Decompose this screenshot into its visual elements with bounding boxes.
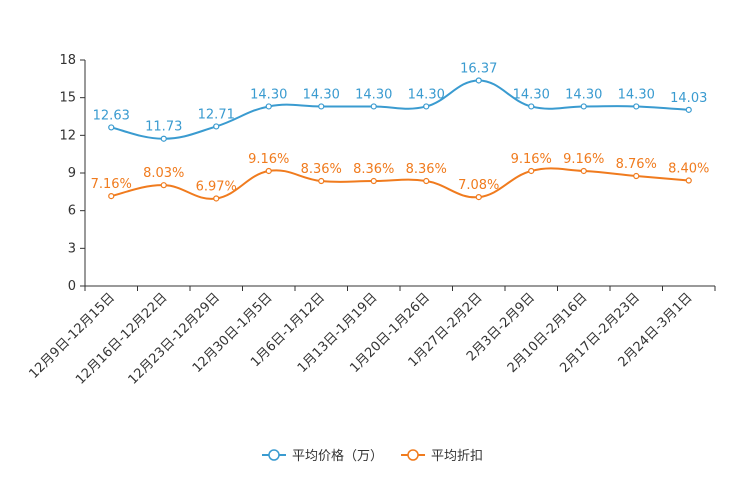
data-label: 7.08%: [458, 178, 499, 193]
data-label: 14.30: [408, 87, 445, 102]
data-label: 16.37: [460, 61, 497, 76]
data-point[interactable]: [318, 177, 325, 185]
y-tick-label: 9: [68, 166, 76, 181]
data-label: 8.03%: [143, 166, 184, 181]
data-point[interactable]: [423, 103, 430, 110]
data-point[interactable]: [528, 167, 535, 175]
data-point[interactable]: [160, 135, 167, 142]
data-point[interactable]: [475, 77, 482, 84]
data-point[interactable]: [423, 177, 430, 185]
y-tick-label: 18: [59, 53, 76, 68]
data-point[interactable]: [265, 103, 272, 110]
legend-marker-icon: [268, 449, 280, 461]
data-label: 14.30: [250, 87, 287, 102]
data-label: 14.30: [618, 87, 655, 102]
data-label: 9.16%: [563, 152, 604, 167]
data-label: 6.97%: [196, 179, 237, 194]
data-point[interactable]: [318, 103, 325, 110]
y-tick-label: 0: [68, 279, 76, 294]
data-point[interactable]: [580, 103, 587, 110]
data-point[interactable]: [528, 103, 535, 110]
data-point[interactable]: [265, 167, 272, 175]
legend-label: 平均折扣: [431, 449, 483, 464]
data-point[interactable]: [370, 177, 377, 185]
data-point[interactable]: [475, 194, 482, 201]
data-label: 14.30: [513, 87, 550, 102]
x-tick-label: 12月23日-12月29日: [126, 290, 223, 387]
data-point[interactable]: [580, 167, 587, 175]
y-tick-label: 12: [59, 128, 76, 143]
data-label: 9.16%: [511, 152, 552, 167]
data-label: 14.30: [303, 87, 340, 102]
data-label: 8.36%: [353, 162, 394, 177]
data-label: 14.03: [670, 91, 707, 106]
y-tick-label: 3: [68, 241, 76, 256]
data-label: 7.16%: [91, 177, 132, 192]
data-label: 11.73: [145, 120, 182, 135]
x-tick-label: 12月16日-12月22日: [73, 290, 170, 387]
legend: 平均价格（万） 平均折扣: [262, 448, 483, 464]
data-point[interactable]: [685, 177, 692, 184]
data-point[interactable]: [108, 193, 115, 200]
y-tick-label: 15: [59, 91, 76, 106]
series-avg-price: [108, 77, 692, 142]
data-point[interactable]: [633, 103, 640, 110]
data-label: 8.36%: [301, 162, 342, 177]
data-point[interactable]: [213, 123, 220, 130]
data-label: 12.71: [198, 107, 235, 122]
data-label: 12.63: [93, 108, 130, 123]
data-point[interactable]: [633, 172, 640, 180]
x-axis: 12月9日-12月15日12月16日-12月22日12月23日-12月29日12…: [26, 285, 716, 388]
data-label: 14.30: [565, 87, 602, 102]
data-point[interactable]: [370, 103, 377, 110]
x-tick-label: 12月9日-12月15日: [26, 290, 118, 382]
y-tick-label: 6: [68, 204, 76, 219]
data-label: 8.36%: [406, 162, 447, 177]
data-point[interactable]: [213, 195, 220, 202]
series-avg-discount: [108, 167, 692, 202]
data-label: 8.76%: [616, 157, 657, 172]
data-label: 9.16%: [248, 152, 289, 167]
y-axis: 0 3 6 9 12 15 18: [59, 53, 86, 294]
legend-marker-icon: [407, 449, 419, 461]
legend-label: 平均价格（万）: [292, 448, 383, 464]
data-point[interactable]: [160, 182, 167, 189]
data-point[interactable]: [108, 124, 115, 131]
data-point[interactable]: [685, 106, 692, 113]
legend-item-avg-price[interactable]: 平均价格（万）: [262, 448, 383, 464]
data-label: 8.40%: [668, 162, 709, 177]
legend-item-avg-discount[interactable]: 平均折扣: [401, 449, 483, 464]
data-label: 14.30: [355, 87, 392, 102]
